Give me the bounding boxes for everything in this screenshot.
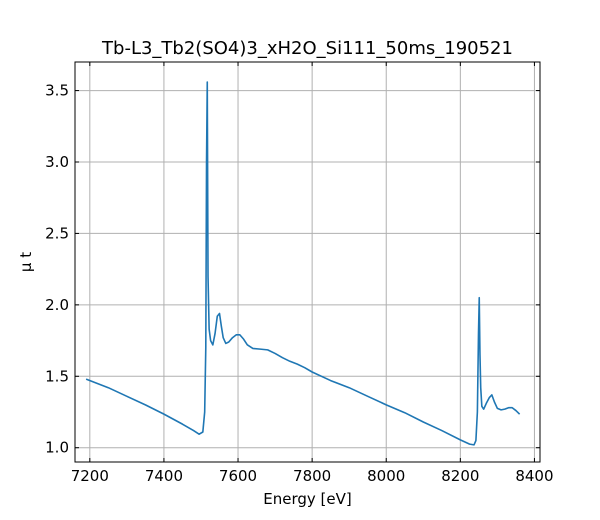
y-tick-label: 3.5 [45,82,69,100]
y-tick-label: 1.5 [45,367,69,385]
x-tick-label: 8200 [441,467,479,485]
y-tick-label: 1.0 [45,439,69,457]
x-tick-label: 7600 [219,467,257,485]
grid [75,62,540,462]
tick-labels: 7200 7400 7600 7800 8000 8200 8400 1.0 1.5 2.0 2.5… [45,82,553,485]
y-tick-label: 3.0 [45,153,69,171]
y-tick-label: 2.5 [45,224,69,242]
x-tick-label: 8000 [367,467,405,485]
x-tick-label: 7200 [71,467,109,485]
plot-frame [74,61,541,463]
x-tick-label: 7800 [293,467,331,485]
chart-title: Tb-L3_Tb2(SO4)3_xH2O_Si111_50ms_190521 [101,38,513,59]
x-tick-label: 7400 [145,467,183,485]
x-tick-label: 8400 [515,467,553,485]
y-tick-label: 2.0 [45,296,69,314]
y-axis-label: μ t [17,252,35,272]
series-line [85,81,521,446]
plot-area [85,81,521,446]
axis-ticks [75,62,540,462]
x-axis-label: Energy [eV] [263,490,351,508]
